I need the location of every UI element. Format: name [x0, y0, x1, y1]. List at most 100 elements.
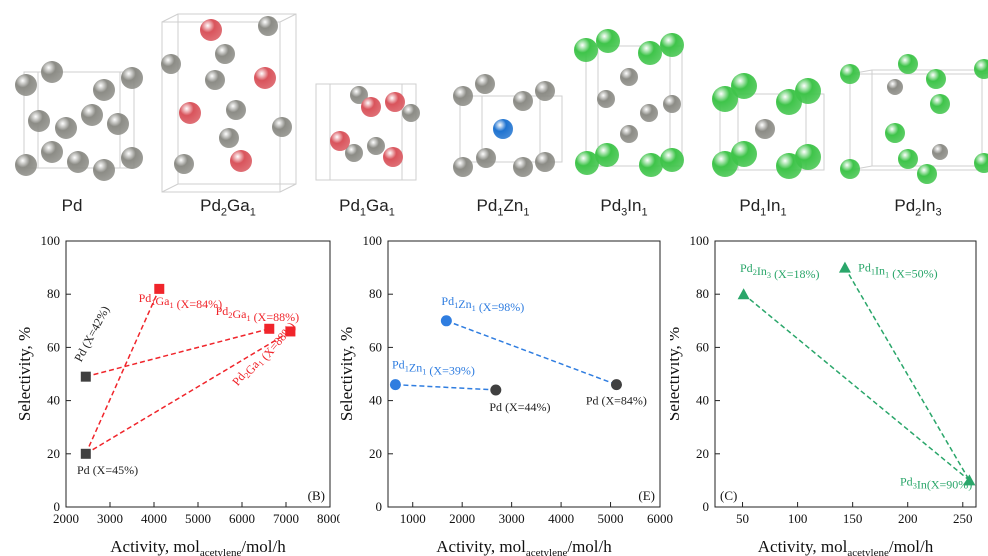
crystal-structures-drawing — [15, 13, 988, 193]
data-point — [389, 379, 401, 391]
pd1zn1-pd-atom — [476, 148, 496, 168]
data-point — [838, 261, 851, 273]
data-label: Pd2Ga1 (X=88%) — [216, 304, 299, 324]
y-tick-label: 100 — [41, 233, 61, 248]
pd1zn1-pd-atom — [453, 157, 473, 177]
crystal-structures-row — [0, 0, 988, 230]
pd1ga1-pd-atom — [350, 86, 368, 104]
pd1ga1-pd-atom — [402, 104, 420, 122]
pd3in1-in-atom — [575, 151, 599, 175]
structure-label-pd1in1: Pd1In1 — [739, 196, 787, 219]
structure-label-pd2in3: Pd2In3 — [894, 196, 942, 219]
data-label: Pd1Zn1 (X=98%) — [441, 294, 524, 314]
pd2in3-in-atom — [974, 59, 988, 79]
data-label: Pd (X=42%) — [71, 304, 112, 365]
y-tick-label: 60 — [47, 339, 60, 354]
x-tick-label: 1000 — [400, 511, 426, 526]
chart-panel-e: 0 20 40 60 80 100 1000 2000 3000 4000 5000 6000 Sele… — [340, 233, 673, 556]
pd3in1-pd-atom — [620, 68, 638, 86]
pd1zn1-pd-atom — [513, 157, 533, 177]
y-tick-label: 0 — [54, 499, 61, 514]
pd1in1-in-atom — [776, 89, 802, 115]
y-tick-label: 40 — [696, 393, 709, 408]
pd2ga1-unit-cell — [161, 13, 297, 193]
y-tick-label: 80 — [696, 286, 709, 301]
pd1ga1-ga-atom — [385, 92, 405, 112]
series-dashed-line — [743, 293, 970, 481]
data-point — [737, 288, 750, 300]
pd1in1-in-atom — [731, 73, 757, 99]
data-label: Pd2Ga1 (X=88%) — [229, 315, 298, 392]
pd3in1-in-atom — [639, 153, 663, 177]
x-tick-label: 200 — [898, 511, 918, 526]
x-tick-label: 2000 — [53, 511, 79, 526]
y-axis-label: Selectivity, % — [15, 327, 34, 421]
structure-label-pd2ga1: Pd2Ga1 — [200, 196, 256, 219]
x-tick-label: 2000 — [449, 511, 475, 526]
pd2in3-in-atom — [898, 149, 918, 169]
x-axis-label: Activity, molacetylene/mol/h — [110, 537, 286, 556]
plot-frame — [387, 240, 661, 508]
pd-pd-atom — [55, 117, 77, 139]
series-dashed-line — [85, 288, 160, 455]
pd-pd-atom — [81, 104, 103, 126]
x-tick-label: 4000 — [141, 511, 167, 526]
pd2ga1-ga-atom — [254, 67, 276, 89]
y-tick-label: 60 — [369, 339, 382, 354]
pd1ga1-pd-atom — [367, 137, 385, 155]
pd2in3-unit-cell — [849, 69, 988, 171]
structure-label-pd3in1: Pd3In1 — [600, 196, 648, 219]
pd2ga1-pd-atom — [219, 128, 239, 148]
pd3in1-pd-atom — [663, 95, 681, 113]
pd3in1-in-atom — [660, 148, 684, 172]
structure-label-pd1zn1: Pd1Zn1 — [476, 196, 530, 219]
panel-letter: (B) — [308, 488, 325, 503]
panel-letter: (E) — [638, 488, 655, 503]
data-point — [154, 283, 165, 294]
series-dashed-line — [85, 328, 270, 378]
pd-pd-atom — [93, 159, 115, 181]
pd3in1-in-atom — [596, 29, 620, 53]
y-tick-label: 100 — [690, 233, 710, 248]
chart-panel-b: 0 20 40 60 80 100 2000 3000 4000 5000 6000 7000 8000… — [15, 233, 340, 556]
data-label: Pd2In3 (X=18%) — [740, 261, 819, 281]
pd1in1-in-atom — [795, 78, 821, 104]
y-tick-label: 100 — [363, 233, 383, 248]
pd-pd-atom — [15, 74, 37, 96]
pd1in1-in-atom — [712, 86, 738, 112]
x-axis-label: Activity, molacetylene/mol/h — [436, 537, 612, 556]
pd1in1-in-atom — [712, 151, 738, 177]
data-point — [963, 474, 976, 486]
pd3in1-pd-atom — [620, 125, 638, 143]
y-tick-label: 40 — [47, 393, 60, 408]
structure-label-pd: Pd — [61, 196, 83, 215]
pd1zn1-zn-atom — [493, 119, 513, 139]
pd2in3-in-atom — [898, 54, 918, 74]
x-tick-label: 150 — [843, 511, 863, 526]
pd-pd-atom — [121, 67, 143, 89]
pd-pd-atom — [41, 61, 63, 83]
pd2in3-in-atom — [917, 164, 937, 184]
pd1zn1-pd-atom — [535, 152, 555, 172]
pd2ga1-pd-atom — [226, 100, 246, 120]
pd2in3-in-atom — [930, 94, 950, 114]
pd2in3-in-atom — [974, 153, 988, 173]
pd1zn1-pd-atom — [475, 74, 495, 94]
x-tick-label: 50 — [736, 511, 749, 526]
pd3in1-pd-atom — [640, 104, 658, 122]
pd-pd-atom — [107, 113, 129, 135]
pd3in1-in-atom — [595, 143, 619, 167]
pd2ga1-pd-atom — [205, 70, 225, 90]
y-tick-label: 60 — [696, 339, 709, 354]
pd1ga1-ga-atom — [330, 131, 350, 151]
data-point — [264, 323, 275, 334]
data-label: Pd1In1 (X=50%) — [858, 261, 937, 281]
data-point — [285, 326, 296, 337]
pd2ga1-pd-atom — [174, 154, 194, 174]
y-tick-label: 20 — [696, 446, 709, 461]
series-dashed-line — [844, 267, 971, 481]
pd2in3-pd-atom — [932, 144, 948, 160]
pd1ga1-ga-atom — [383, 147, 403, 167]
pd2ga1-ga-atom — [179, 102, 201, 124]
data-point — [80, 448, 91, 459]
